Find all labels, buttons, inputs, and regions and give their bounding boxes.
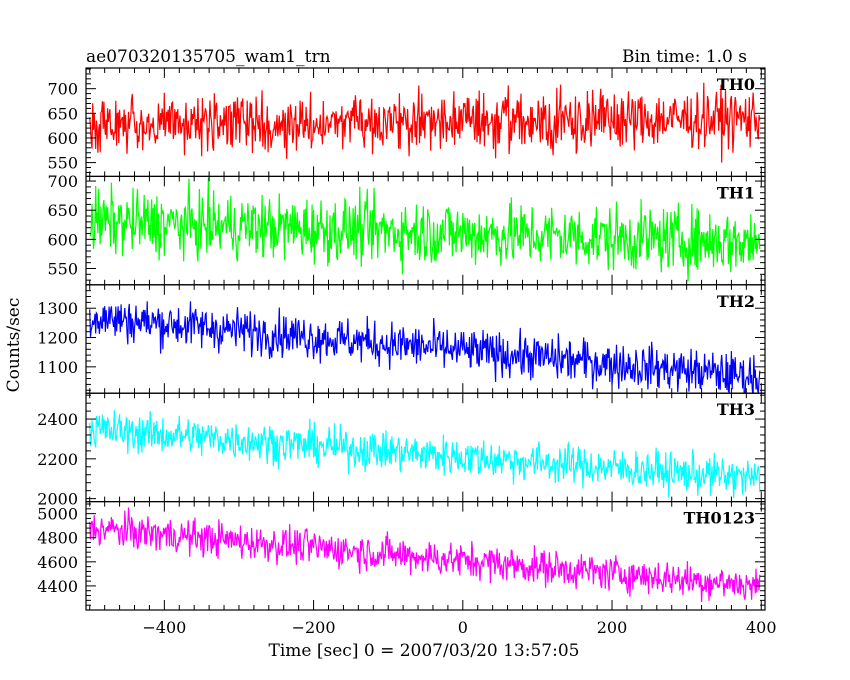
y-tick-label: 2000 <box>37 490 78 509</box>
y-tick-label: 2400 <box>37 410 78 429</box>
panel-frame <box>85 501 766 611</box>
x-tick-label: −400 <box>142 618 186 637</box>
y-tick-label: 1100 <box>37 358 78 377</box>
series-line-th0 <box>89 82 761 163</box>
y-tick-label: 4800 <box>37 529 78 548</box>
y-tick-label: 650 <box>47 104 78 123</box>
series-line-th0123 <box>89 507 761 603</box>
series-line-th1 <box>89 177 761 282</box>
panel-frame <box>85 284 766 394</box>
series-label-th1: TH1 <box>717 183 755 202</box>
x-tick-label: 400 <box>746 618 777 637</box>
series-line-th2 <box>89 301 761 394</box>
bin-time-label: Bin time: 1.0 s <box>622 47 747 67</box>
y-tick-label: 700 <box>47 172 78 191</box>
panel-th1: 550 600 650 700 TH1 <box>47 172 766 286</box>
y-tick-label: 650 <box>47 201 78 220</box>
y-tick-label: 4600 <box>37 553 78 572</box>
series-label-th3: TH3 <box>717 400 755 419</box>
x-tick-label: 0 <box>458 618 468 637</box>
figure-title: ae070320135705_wam1_trn <box>86 47 331 67</box>
y-axis-label: Counts/sec <box>4 298 24 393</box>
x-axis-label: Time [sec] 0 = 2007/03/20 13:57:05 <box>269 641 580 661</box>
y-tick-label: 1300 <box>37 299 78 318</box>
series-label-th0: TH0 <box>717 75 755 94</box>
panel-th0123: 4400 4600 4800 5000 TH0123 <box>37 501 766 611</box>
x-tick-label: 200 <box>597 618 628 637</box>
y-tick-label: 550 <box>47 154 78 173</box>
y-tick-label: 4400 <box>37 577 78 596</box>
y-tick-label: 550 <box>47 259 78 278</box>
y-tick-label: 1200 <box>37 329 78 348</box>
y-tick-label: 600 <box>47 230 78 249</box>
panel-th3: 2000 2200 2400 TH3 <box>37 392 766 509</box>
panel-th0: 550 600 650 700 TH0 <box>47 67 766 178</box>
y-tick-label: 700 <box>47 80 78 99</box>
y-tick-label: 600 <box>47 129 78 148</box>
series-label-th0123: TH0123 <box>683 509 755 528</box>
y-tick-label: 5000 <box>37 505 78 524</box>
panels-group: 550 600 650 700 TH0 550 600 650 700 TH1 1100 1200 13… <box>37 67 777 637</box>
series-label-th2: TH2 <box>717 292 755 311</box>
x-tick-label: −200 <box>292 618 336 637</box>
series-line-th3 <box>89 410 761 498</box>
panel-th2: 1100 1200 1300 TH2 <box>37 284 766 394</box>
y-tick-label: 2200 <box>37 450 78 469</box>
